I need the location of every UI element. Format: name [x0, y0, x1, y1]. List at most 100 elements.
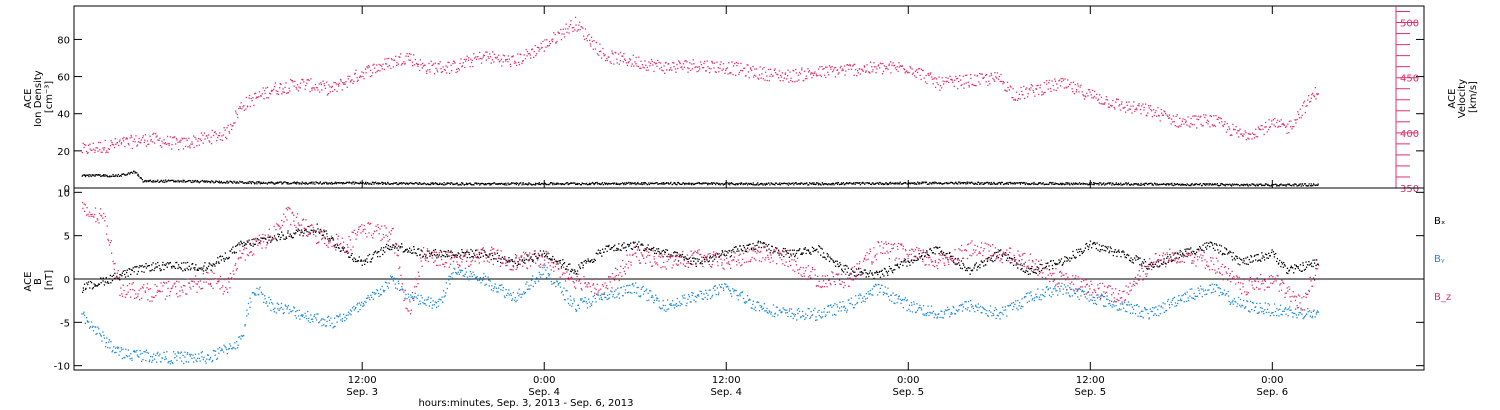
data-point-series0 [456, 70, 459, 73]
data-point-Bᵧ [155, 354, 157, 357]
density-label-line2: Ion Density [33, 70, 44, 127]
data-point-Bₓ [884, 268, 886, 270]
data-point-series0 [542, 40, 544, 43]
data-point-series0 [1148, 107, 1150, 109]
data-point-series0 [629, 59, 632, 61]
data-point-series1 [258, 181, 260, 183]
data-point-Bᵧ [179, 357, 181, 359]
data-point-series0 [1164, 113, 1167, 115]
data-point-series0 [177, 141, 179, 143]
data-point-Bₓ [1178, 257, 1180, 259]
data-point-Bₓ [1146, 267, 1148, 270]
data-point-series1 [660, 183, 662, 185]
data-point-series0 [477, 56, 479, 58]
data-point-series1 [1070, 182, 1072, 184]
data-point-Bₓ [605, 245, 607, 247]
data-point-series0 [444, 69, 446, 71]
data-point-series1 [1111, 182, 1113, 184]
data-point-series0 [612, 53, 614, 55]
data-point-Bᵧ [328, 319, 331, 321]
data-point-series0 [548, 44, 550, 47]
data-point-Bₓ [242, 245, 244, 247]
data-point-Bₓ [409, 251, 411, 253]
data-point-Bₓ [754, 245, 756, 247]
data-point-Bₓ [393, 244, 395, 246]
data-point-series0 [1080, 84, 1082, 86]
data-point-series0 [314, 89, 316, 91]
data-point-Bₓ [556, 260, 559, 263]
data-point-series1 [965, 183, 967, 185]
data-point-series1 [116, 175, 119, 178]
data-point-series1 [1000, 181, 1003, 184]
data-point-Bₓ [1079, 250, 1081, 253]
data-point-series0 [1023, 97, 1026, 99]
data-point-series1 [224, 181, 226, 184]
data-point-Bᵧ [336, 321, 338, 323]
data-point-series0 [237, 116, 239, 119]
data-point-Bₓ [178, 266, 180, 268]
data-point-Bₓ [214, 265, 216, 267]
data-point-Bₓ [429, 255, 431, 257]
data-point-series0 [387, 66, 389, 68]
data-point-Bₓ [658, 251, 661, 253]
data-point-Bᵧ [254, 294, 256, 296]
data-point-series1 [1171, 182, 1173, 184]
data-point-series1 [501, 182, 503, 184]
data-point-Bₓ [594, 259, 596, 261]
data-point-Bₓ [1163, 258, 1165, 260]
data-point-series0 [366, 66, 368, 68]
data-point-series0 [599, 43, 601, 45]
data-point-series0 [547, 45, 549, 47]
data-point-Bₓ [402, 251, 404, 253]
data-point-Bᵧ [169, 363, 171, 365]
data-point-series1 [712, 182, 714, 184]
data-point-series1 [769, 184, 771, 186]
data-point-series1 [254, 183, 256, 185]
data-point-Bₓ [425, 254, 427, 256]
data-point-Bₓ [1010, 257, 1013, 260]
data-point-series1 [150, 180, 153, 183]
data-point-series0 [81, 152, 83, 154]
data-point-series0 [672, 62, 674, 64]
data-point-series0 [711, 60, 713, 62]
data-point-series1 [1288, 183, 1290, 185]
data-point-series1 [1184, 184, 1186, 186]
data-point-series0 [697, 66, 699, 68]
data-point-Bₓ [570, 271, 573, 273]
data-point-series1 [1304, 183, 1307, 185]
data-point-Bₓ [552, 255, 554, 258]
data-point-Bₓ [200, 267, 202, 269]
data-point-series0 [306, 82, 308, 84]
data-point-series0 [681, 66, 683, 68]
data-point-series0 [825, 66, 827, 68]
data-point-Bₓ [683, 258, 685, 260]
data-point-series0 [1100, 103, 1102, 105]
data-point-series1 [1001, 181, 1003, 184]
data-point-Bₓ [1202, 244, 1204, 246]
data-point-Bₓ [1120, 256, 1122, 258]
data-point-series1 [334, 181, 337, 183]
data-point-Bᵧ [172, 362, 174, 365]
data-point-series1 [724, 182, 727, 184]
data-point-series1 [983, 182, 985, 184]
data-point-series1 [1223, 184, 1225, 186]
data-point-series1 [775, 182, 777, 184]
data-point-series1 [480, 183, 482, 185]
data-point-series0 [181, 137, 183, 139]
data-point-Bₓ [201, 269, 203, 271]
data-point-Bₓ [563, 262, 566, 264]
data-point-Bᵧ [297, 315, 300, 317]
data-point-series0 [1138, 105, 1140, 107]
data-point-series0 [1177, 126, 1180, 128]
data-point-Bₓ [1305, 261, 1307, 263]
data-point-series0 [1140, 113, 1142, 115]
data-point-series0 [1250, 133, 1252, 135]
data-point-Bₓ [217, 257, 219, 259]
data-point-Bₓ [1284, 265, 1286, 267]
data-point-series0 [703, 62, 705, 65]
data-point-series1 [616, 182, 618, 184]
data-point-Bᵧ [254, 293, 256, 295]
data-point-series0 [1164, 111, 1166, 113]
data-point-series1 [957, 183, 959, 185]
data-point-series0 [1178, 125, 1180, 127]
